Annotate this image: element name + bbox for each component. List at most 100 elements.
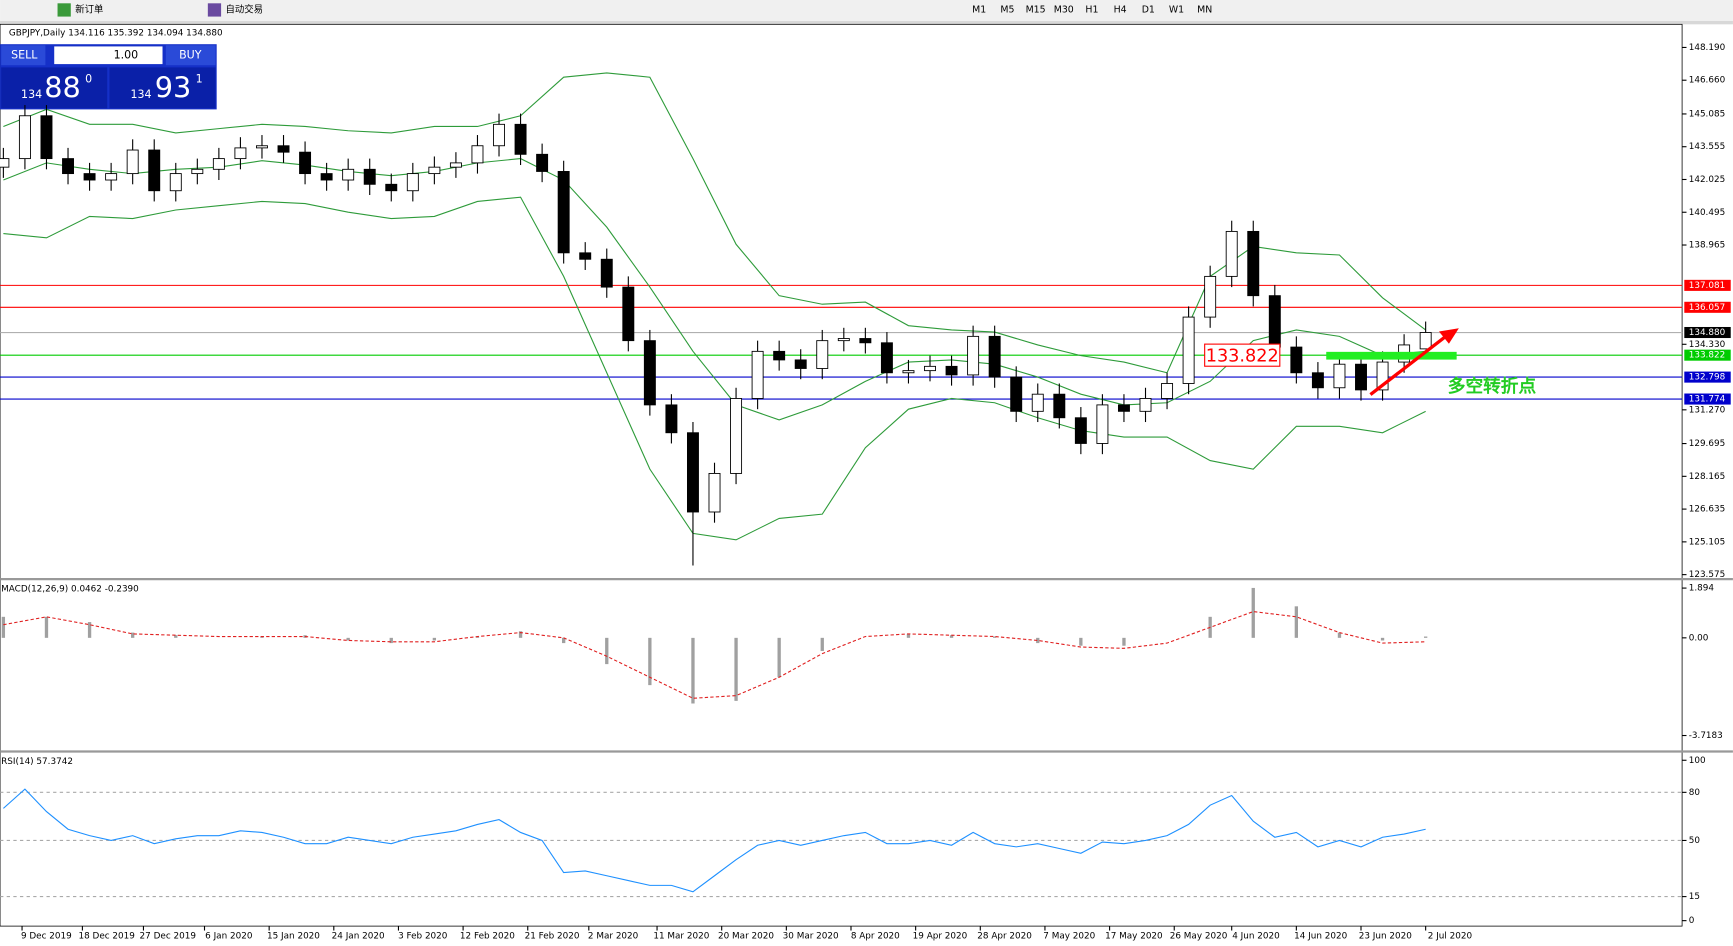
candle-body: [363, 168, 376, 185]
x-tick-label: 28 Apr 2020: [977, 932, 1032, 942]
candle-body: [557, 171, 570, 254]
sell-button[interactable]: [1, 45, 46, 66]
rsi-label: RSI(14) 57.3742: [1, 757, 73, 767]
candle-body: [1225, 230, 1238, 277]
x-tick-label: 20 Mar 2020: [718, 932, 774, 942]
candle-body: [924, 365, 936, 372]
y-tick-label: 145.085: [1689, 109, 1726, 119]
price-tag: [1684, 279, 1731, 291]
y-tick-label: 140.495: [1689, 208, 1726, 218]
y-tick-label: 50: [1689, 836, 1701, 846]
sell-big: 88: [44, 71, 81, 105]
buy-label[interactable]: BUY: [179, 48, 202, 61]
candle-body: [148, 149, 161, 192]
candle-body: [1247, 230, 1260, 297]
candle-body: [471, 145, 484, 164]
price-tag-label: 132.798: [1689, 373, 1726, 383]
candle-body: [945, 365, 958, 376]
candle-body: [169, 173, 182, 192]
price-tag: [1684, 301, 1731, 313]
candle-body: [514, 123, 527, 155]
trend-arrow: [1369, 333, 1449, 396]
autotrade-icon[interactable]: [207, 3, 222, 17]
x-tick-label: 14 Jun 2020: [1294, 932, 1347, 942]
candle-body: [880, 342, 893, 374]
candle-body: [600, 258, 613, 288]
candle-body: [751, 350, 764, 399]
candle-body: [1182, 316, 1195, 384]
y-tick-label: 15: [1689, 892, 1700, 902]
candle-body: [234, 147, 247, 160]
candle-body: [967, 335, 980, 376]
x-tick-label: 26 May 2020: [1170, 932, 1228, 942]
candle-body: [1053, 393, 1066, 419]
buy-button[interactable]: [165, 45, 216, 66]
y-tick-label: 123.575: [1689, 570, 1726, 580]
y-tick-label: 143.555: [1689, 142, 1726, 152]
bollinger-band: [3, 196, 1426, 541]
x-tick-label: 9 Dec 2019: [21, 932, 72, 942]
x-tick-label: 7 May 2020: [1043, 932, 1095, 942]
timeframe-button[interactable]: M5: [1000, 4, 1014, 15]
buy-small: 1: [196, 73, 203, 86]
timeframe-button[interactable]: M15: [1026, 4, 1046, 15]
candle-body: [1290, 346, 1303, 374]
price-tag-label: 136.057: [1689, 303, 1726, 313]
candle-body: [0, 158, 10, 168]
timeframe-button[interactable]: D1: [1142, 4, 1155, 15]
y-tick-label: 142.025: [1689, 175, 1726, 185]
chart-header: GBPJPY,Daily 134.116 135.392 134.094 134…: [9, 29, 223, 39]
autotrade-button[interactable]: 自动交易: [226, 3, 264, 15]
candle-body: [665, 404, 678, 434]
candle-body: [212, 158, 225, 170]
candle-body: [191, 168, 204, 175]
timeframe-button[interactable]: H1: [1085, 4, 1098, 15]
annotation-note: 多空转折点: [1448, 375, 1537, 397]
x-tick-label: 15 Jan 2020: [267, 932, 320, 942]
new-order-icon[interactable]: [57, 3, 71, 17]
y-tick-label: -3.7183: [1689, 731, 1723, 741]
candle-body: [1031, 393, 1044, 412]
timeframe-button[interactable]: W1: [1169, 4, 1184, 15]
candle-body: [428, 166, 441, 175]
candle-body: [1117, 404, 1130, 412]
candle-body: [126, 149, 139, 175]
price-tag: [1684, 349, 1731, 361]
candle-body: [1376, 361, 1389, 391]
x-tick-label: 23 Jun 2020: [1359, 932, 1412, 942]
timeframe-button[interactable]: M30: [1054, 4, 1074, 15]
annotation-price: 133.822: [1206, 346, 1279, 366]
y-tick-label: 100: [1689, 756, 1706, 766]
sell-label[interactable]: SELL: [11, 48, 38, 61]
candle-body: [643, 340, 656, 406]
candle-body: [708, 472, 721, 513]
sell-price-box[interactable]: [1, 67, 108, 109]
arrow-head: [1438, 328, 1459, 344]
candle-body: [1074, 417, 1087, 444]
x-tick-label: 11 Mar 2020: [653, 932, 709, 942]
price-tag: [1684, 326, 1731, 339]
lot-input[interactable]: [54, 46, 163, 65]
x-tick-label: 27 Dec 2019: [140, 932, 196, 942]
rsi-line: [3, 788, 1426, 893]
timeframe-button[interactable]: MN: [1197, 4, 1212, 15]
candle-body: [320, 173, 333, 181]
macd-signal: [3, 611, 1426, 699]
candle-body: [40, 115, 53, 160]
new-order-button[interactable]: 新订单: [75, 3, 103, 15]
y-tick-label: 0.00: [1689, 633, 1709, 643]
chart-frame: [0, 23, 1683, 927]
y-tick-label: 129.695: [1689, 439, 1726, 449]
lot-value[interactable]: 1.00: [114, 48, 139, 61]
buy-prefix: 134: [130, 88, 151, 101]
y-tick-label: 1.894: [1689, 584, 1715, 594]
buy-price-box[interactable]: [109, 67, 216, 109]
timeframe-button[interactable]: H4: [1114, 4, 1127, 15]
price-tag-label: 133.822: [1689, 351, 1726, 361]
candle-body: [18, 115, 31, 160]
timeframe-button[interactable]: M1: [972, 4, 986, 15]
candle-body: [1096, 404, 1109, 444]
buy-big: 93: [155, 71, 192, 105]
toolbar: [0, 0, 1733, 21]
